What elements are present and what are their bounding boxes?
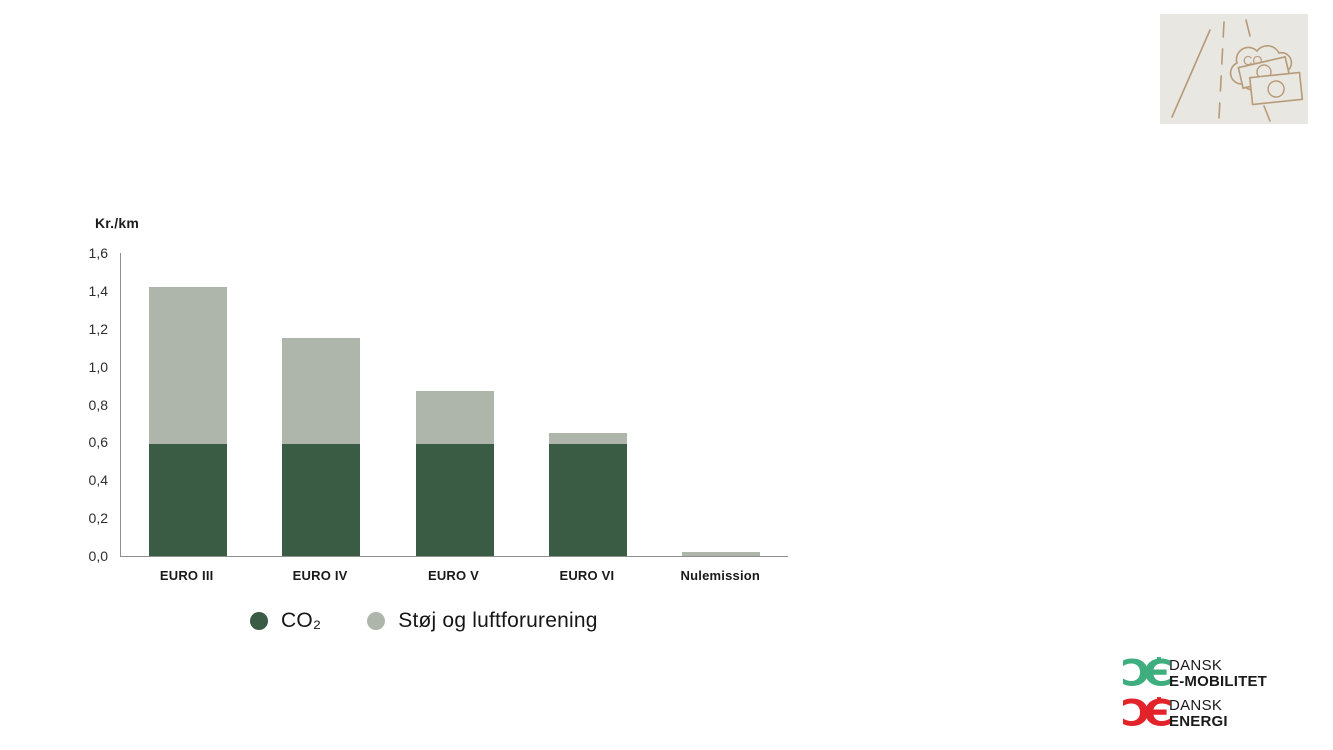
y-tick-label: 0,6 bbox=[88, 434, 108, 451]
bar-segment bbox=[548, 432, 627, 445]
logo-dansk-energi: ƆЄ DANSK ENERGI bbox=[1121, 692, 1267, 735]
logo-text-line1: DANSK bbox=[1169, 657, 1223, 674]
bar-segment bbox=[682, 552, 761, 556]
legend-item-co2: CO₂ bbox=[250, 609, 321, 633]
logo-text-line1: DANSK bbox=[1169, 697, 1223, 714]
y-tick-label: 0,0 bbox=[88, 548, 108, 564]
noise-air-swatch-icon bbox=[367, 612, 386, 630]
x-tick-label: EURO VI bbox=[559, 568, 615, 583]
logo-text-line2: E-MOBILITET bbox=[1169, 673, 1268, 690]
bar-segment bbox=[148, 287, 227, 445]
bar-segment bbox=[148, 444, 227, 556]
logos: ƆЄ DANSK E-MOBILITET ƆЄ DANSK ENERGI bbox=[1121, 652, 1268, 738]
legend-label: CO₂ bbox=[281, 609, 322, 632]
legend-label: Støj og luftforurening bbox=[398, 609, 598, 632]
x-tick-label: EURO III bbox=[159, 568, 214, 583]
bar-euro-vi bbox=[548, 432, 627, 556]
bar-segment bbox=[415, 391, 494, 445]
x-tick-label: EURO V bbox=[427, 568, 480, 583]
dansk-energi-logo-icon: ƆЄ bbox=[1121, 692, 1173, 735]
chart-legend: CO₂ Støj og luftforurening bbox=[250, 609, 598, 633]
legend-item-noise-air: Støj og luftforurening bbox=[367, 609, 597, 633]
y-tick-label: 1,6 bbox=[88, 245, 108, 261]
y-tick-label: 1,4 bbox=[88, 282, 108, 299]
logo-dansk-e-mobilitet: ƆЄ DANSK E-MOBILITET bbox=[1121, 652, 1268, 695]
y-tick-label: 1,0 bbox=[88, 358, 108, 375]
bar-segment bbox=[282, 444, 361, 556]
co2-swatch-icon bbox=[250, 612, 268, 630]
y-tick-label: 0,4 bbox=[88, 472, 108, 489]
road-co2-money-icon: CO 2 bbox=[1160, 14, 1308, 124]
banknotes-icon bbox=[1237, 55, 1304, 106]
x-tick-label: EURO IV bbox=[292, 568, 348, 583]
bar-segment bbox=[415, 444, 494, 556]
y-tick-label: 0,8 bbox=[88, 396, 108, 413]
bar-nulemission bbox=[682, 552, 761, 556]
logo-text-line2: ENERGI bbox=[1169, 713, 1228, 730]
bar-euro-iii bbox=[148, 287, 227, 556]
plot-area bbox=[120, 253, 788, 557]
bar-euro-iv bbox=[282, 338, 361, 556]
bar-euro-v bbox=[415, 391, 494, 556]
dansk-e-mobilitet-logo-icon: ƆЄ bbox=[1121, 652, 1173, 695]
y-axis-title: Kr./km bbox=[95, 215, 139, 231]
bar-segment bbox=[548, 444, 627, 556]
x-tick-label: Nulemission bbox=[680, 568, 761, 583]
bar-segment bbox=[282, 338, 361, 445]
y-tick-label: 1,2 bbox=[88, 320, 108, 337]
y-tick-label: 0,2 bbox=[88, 510, 108, 527]
